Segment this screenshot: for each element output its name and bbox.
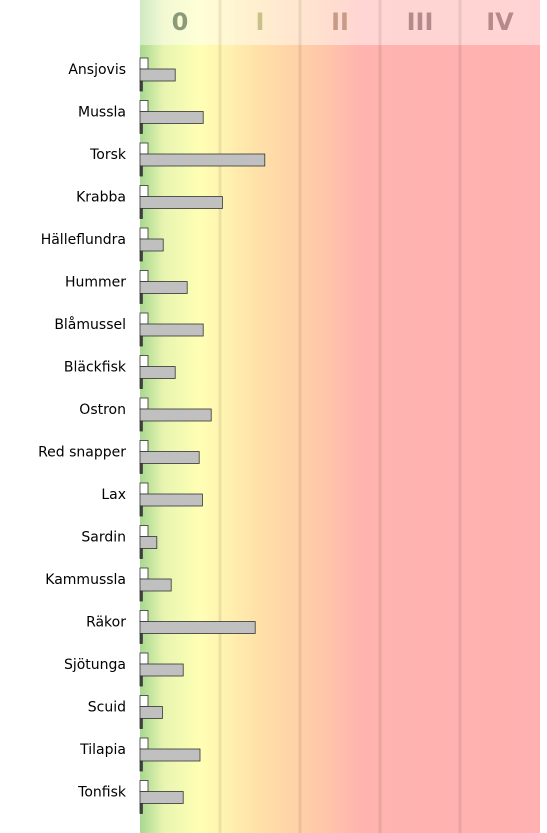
- bar: [139, 208, 143, 219]
- bar: [139, 408, 212, 422]
- category-label: Scuid: [88, 700, 126, 716]
- bar: [139, 578, 172, 592]
- bar: [139, 100, 149, 112]
- bar: [139, 68, 176, 82]
- category-label: Ostron: [79, 402, 126, 418]
- bar: [139, 57, 149, 70]
- bar: [139, 548, 143, 559]
- bar: [139, 505, 143, 517]
- bar: [139, 335, 143, 347]
- bar: [139, 663, 184, 677]
- bar: [139, 525, 149, 537]
- bar: [139, 312, 149, 325]
- bar: [139, 123, 143, 134]
- category-label: Sardin: [81, 530, 126, 546]
- zone-label: 0: [172, 8, 189, 36]
- header-band: [140, 0, 540, 45]
- bar: [139, 718, 143, 729]
- bar: [139, 760, 143, 772]
- category-label: Torsk: [89, 147, 127, 163]
- bar: [139, 803, 143, 814]
- bar: [139, 355, 149, 367]
- bar: [139, 610, 149, 622]
- bar: [139, 482, 149, 495]
- category-label: Kammussla: [45, 572, 126, 588]
- bar: [139, 695, 149, 707]
- category-label: Tonfisk: [77, 785, 127, 801]
- bar: [139, 270, 149, 282]
- category-label: Hälleflundra: [41, 232, 126, 248]
- bar: [139, 780, 149, 792]
- bar: [139, 420, 143, 432]
- bar: [139, 281, 188, 294]
- bar: [139, 293, 143, 304]
- category-label: Red snapper: [38, 445, 126, 461]
- bar: [139, 185, 149, 197]
- category-label: Blåmussel: [54, 316, 126, 333]
- bar: [139, 142, 149, 155]
- bar: [139, 378, 143, 389]
- bar: [139, 238, 164, 252]
- bar: [139, 397, 149, 410]
- bar: [139, 621, 256, 634]
- zone-label: IV: [486, 8, 514, 36]
- zone-label: II: [331, 8, 349, 36]
- bar: [139, 633, 143, 644]
- bar: [139, 706, 163, 719]
- bar: [139, 567, 149, 580]
- category-label: Tilapia: [79, 742, 126, 758]
- bar: [139, 748, 201, 762]
- category-label: Mussla: [78, 105, 126, 121]
- bar: [139, 791, 184, 804]
- bar: [139, 536, 158, 549]
- category-label: Ansjovis: [68, 62, 126, 78]
- bar: [139, 165, 143, 177]
- bar: [139, 250, 143, 262]
- bar: [139, 111, 204, 124]
- bar: [139, 227, 149, 240]
- bar: [139, 493, 203, 507]
- category-label: Lax: [101, 487, 126, 503]
- bar: [139, 366, 176, 379]
- bar: [139, 463, 143, 474]
- bar: [139, 80, 143, 92]
- category-label: Bläckfisk: [64, 360, 127, 376]
- zone-label: III: [407, 8, 434, 36]
- category-label: Sjötunga: [64, 657, 126, 673]
- bar: [139, 196, 223, 209]
- category-label: Räkor: [86, 615, 126, 631]
- bar: [139, 590, 143, 602]
- bar: [139, 652, 149, 665]
- bar: [139, 675, 143, 687]
- bar: [139, 451, 200, 464]
- bar: [139, 323, 204, 337]
- category-label: Krabba: [76, 190, 126, 206]
- bar: [139, 737, 149, 750]
- category-label: Hummer: [65, 275, 126, 291]
- zone-label: I: [256, 8, 265, 36]
- bar: [139, 153, 266, 167]
- bar: [139, 440, 149, 452]
